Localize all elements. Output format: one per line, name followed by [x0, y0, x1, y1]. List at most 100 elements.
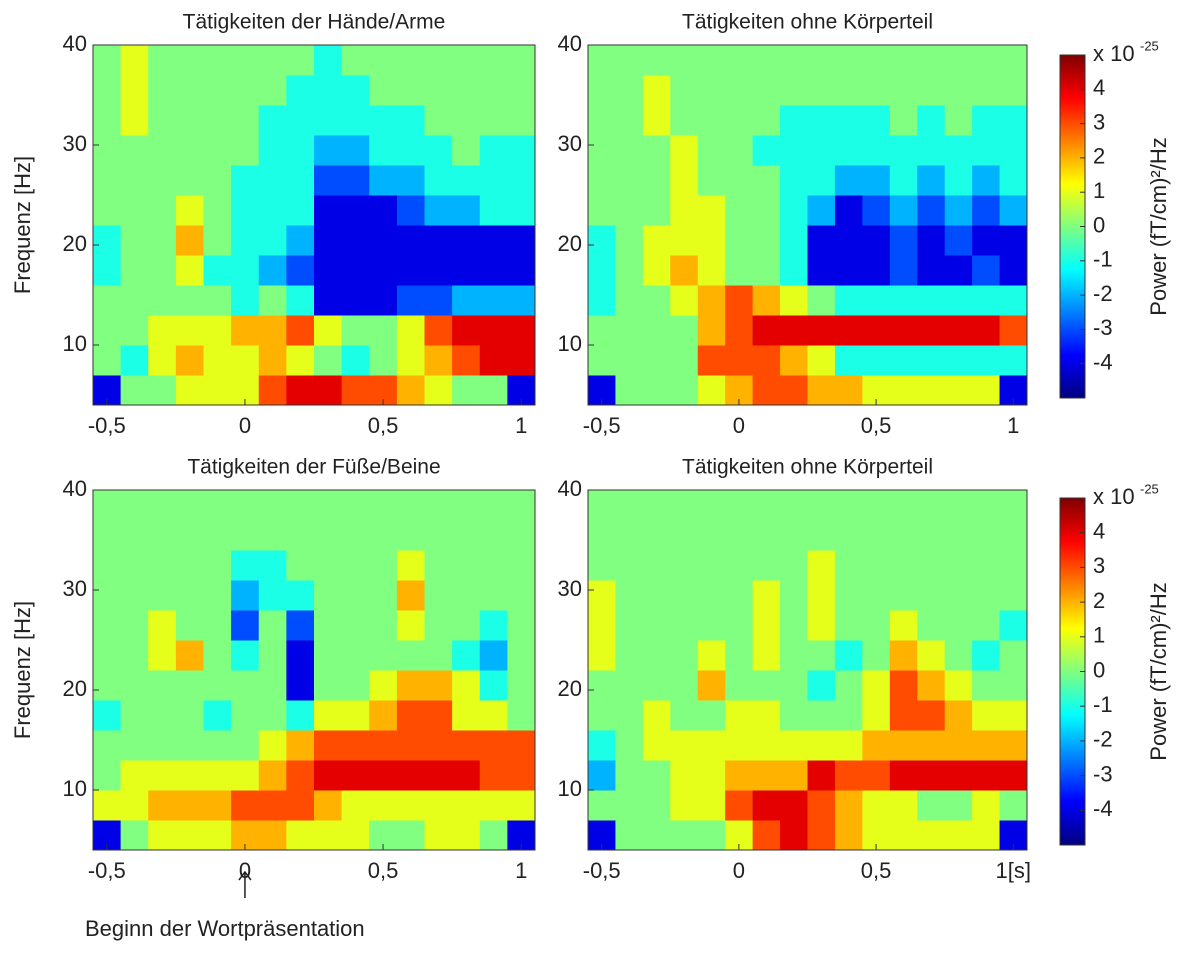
- heatmap-cell: [945, 225, 973, 256]
- heatmap-cell: [753, 640, 781, 671]
- heatmap-cell: [670, 285, 698, 316]
- heatmap-cell: [286, 670, 314, 701]
- heatmap-cell: [753, 195, 781, 226]
- heatmap-cell: [286, 760, 314, 791]
- heatmap-cell: [698, 45, 726, 76]
- heatmap-cell: [972, 315, 1000, 346]
- heatmap-cell: [397, 640, 425, 671]
- heatmap-cell: [1000, 580, 1028, 611]
- heatmap-cell: [148, 315, 176, 346]
- heatmap-cell: [369, 670, 397, 701]
- heatmap-cell: [342, 315, 370, 346]
- heatmap-cell: [314, 165, 342, 196]
- heatmap-cell: [862, 790, 890, 821]
- x-tick-label: 0: [239, 413, 251, 438]
- x-tick-label: 1: [1007, 413, 1019, 438]
- heatmap-cell: [1000, 790, 1028, 821]
- heatmap-cell: [917, 730, 945, 761]
- heatmap-cell: [148, 195, 176, 226]
- heatmap-cell: [753, 75, 781, 106]
- heatmap-cell: [342, 730, 370, 761]
- chart-title: Tätigkeiten der Füße/Beine: [187, 456, 440, 479]
- heatmap-cell: [314, 610, 342, 641]
- heatmap-cell: [890, 670, 918, 701]
- heatmap-cell: [204, 75, 232, 106]
- heatmap-cell: [753, 45, 781, 76]
- heatmap-cell: [259, 375, 287, 406]
- heatmap-cell: [945, 610, 973, 641]
- heatmap-cell: [698, 195, 726, 226]
- heatmap-cell: [93, 730, 121, 761]
- heatmap-cell: [480, 790, 508, 821]
- heatmap-cell: [176, 195, 204, 226]
- heatmap-cell: [259, 760, 287, 791]
- heatmap-cell: [286, 75, 314, 106]
- heatmap-cell: [507, 75, 535, 106]
- heatmap-cell: [259, 550, 287, 581]
- colorbar-tick-label: -3: [1093, 315, 1113, 340]
- heatmap-cell: [753, 285, 781, 316]
- heatmap-cell: [890, 610, 918, 641]
- heatmap-cell: [231, 75, 259, 106]
- y-axis-label: Frequenz [Hz]: [10, 156, 35, 294]
- heatmap-cell: [588, 700, 616, 731]
- heatmap-cell: [93, 490, 121, 521]
- heatmap-cell: [176, 580, 204, 611]
- heatmap-cell: [835, 700, 863, 731]
- heatmap-cell: [425, 225, 453, 256]
- heatmap-cell: [862, 760, 890, 791]
- heatmap-cell: [369, 345, 397, 376]
- y-tick-label: 30: [558, 131, 582, 156]
- heatmap-cell: [397, 285, 425, 316]
- heatmap-cell: [93, 45, 121, 76]
- heatmap-cell: [342, 610, 370, 641]
- heatmap-cell: [507, 195, 535, 226]
- heatmap-cell: [725, 105, 753, 136]
- heatmap-cell: [945, 490, 973, 521]
- heatmap-cell: [725, 45, 753, 76]
- heatmap-cell: [148, 730, 176, 761]
- heatmap-cell: [480, 315, 508, 346]
- heatmap-cell: [1000, 640, 1028, 671]
- heatmap-cell: [835, 285, 863, 316]
- heatmap-cell: [148, 640, 176, 671]
- heatmap-cell: [452, 285, 480, 316]
- heatmap-cell: [698, 225, 726, 256]
- heatmap-cell: [259, 490, 287, 521]
- heatmap-cell: [397, 730, 425, 761]
- heatmap-cell: [890, 700, 918, 731]
- heatmap-cell: [753, 610, 781, 641]
- heatmap-cell: [314, 225, 342, 256]
- heatmap-cell: [231, 580, 259, 611]
- heatmap-cell: [972, 375, 1000, 406]
- heatmap-cell: [204, 375, 232, 406]
- heatmap-cell: [342, 285, 370, 316]
- heatmap-cell: [342, 165, 370, 196]
- heatmap-cell: [369, 75, 397, 106]
- heatmap-cell: [670, 580, 698, 611]
- heatmap-cell: [121, 255, 149, 286]
- heatmap-cell: [670, 135, 698, 166]
- heatmap-cell: [917, 490, 945, 521]
- heatmap-cell: [780, 760, 808, 791]
- heatmap-cell: [615, 580, 643, 611]
- heatmap-cell: [507, 550, 535, 581]
- heatmap-cell: [507, 610, 535, 641]
- heatmap-cell: [615, 105, 643, 136]
- heatmap-cell: [397, 580, 425, 611]
- heatmap-cell: [615, 75, 643, 106]
- heatmap-cell: [507, 285, 535, 316]
- colorbar-label: Power (fT/cm)²/Hz: [1146, 137, 1171, 315]
- heatmap-cell: [507, 520, 535, 551]
- heatmap-cell: [397, 520, 425, 551]
- heatmap-cell: [93, 700, 121, 731]
- heatmap-cell: [835, 375, 863, 406]
- heatmap-cell: [808, 490, 836, 521]
- heatmap-cell: [148, 225, 176, 256]
- heatmap-cell: [780, 375, 808, 406]
- colorbar-tick-label: -2: [1093, 727, 1113, 752]
- heatmap-cell: [615, 345, 643, 376]
- heatmap-cell: [176, 610, 204, 641]
- heatmap-cell: [615, 195, 643, 226]
- heatmap-cell: [507, 700, 535, 731]
